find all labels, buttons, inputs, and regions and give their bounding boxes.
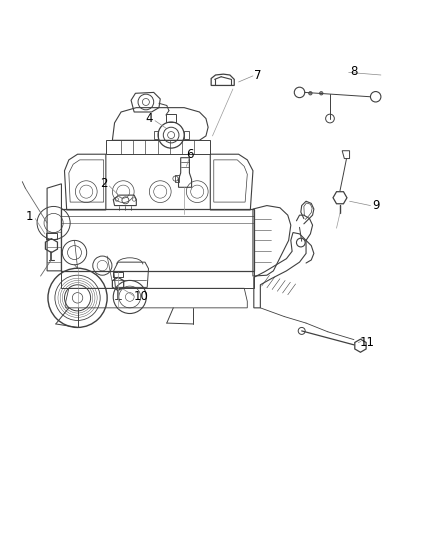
- Circle shape: [309, 92, 312, 95]
- Text: 7: 7: [254, 69, 262, 82]
- Text: 1: 1: [26, 211, 33, 223]
- Text: 9: 9: [372, 199, 379, 212]
- Text: 4: 4: [145, 112, 153, 125]
- Text: 8: 8: [350, 65, 357, 78]
- Circle shape: [320, 92, 323, 95]
- Text: 6: 6: [186, 148, 193, 161]
- Text: 10: 10: [133, 290, 148, 303]
- Text: 11: 11: [360, 336, 374, 349]
- Text: 2: 2: [100, 177, 107, 190]
